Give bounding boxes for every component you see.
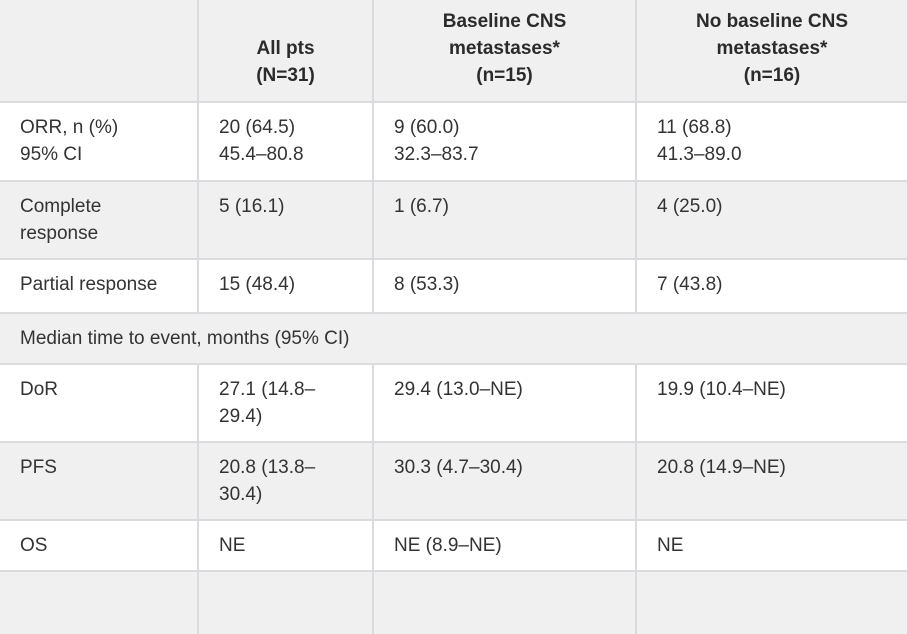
section-header-row: Median time to event, months (95% CI) — [0, 312, 907, 365]
section-header: Median time to event, months (95% CI) — [0, 312, 907, 365]
data-cell: NE — [197, 519, 374, 572]
row-label: DoR — [0, 363, 199, 443]
clipped-cell — [372, 570, 637, 634]
column-header-no-baseline-cns: No baseline CNS metastases* (n=16) — [635, 0, 907, 103]
row-label: OS — [0, 519, 199, 572]
table-row-partial-response: Partial response 15 (48.4) 8 (53.3) 7 (4… — [0, 258, 907, 314]
header-row: All pts (N=31) Baseline CNS metastases* … — [0, 0, 907, 103]
row-label: ORR, n (%) 95% CI — [0, 101, 199, 182]
data-cell: 27.1 (14.8– 29.4) — [197, 363, 374, 443]
table-row-dor: DoR 27.1 (14.8– 29.4) 29.4 (13.0–NE) 19.… — [0, 363, 907, 443]
data-cell: 8 (53.3) — [372, 258, 637, 314]
data-cell: 19.9 (10.4–NE) — [635, 363, 907, 443]
table-row-complete-response: Complete response 5 (16.1) 1 (6.7) 4 (25… — [0, 180, 907, 260]
clipped-row — [0, 570, 907, 634]
data-cell: 9 (60.0) 32.3–83.7 — [372, 101, 637, 182]
table-body: ORR, n (%) 95% CI 20 (64.5) 45.4–80.8 9 … — [0, 101, 907, 634]
column-header-empty — [0, 0, 199, 103]
data-cell: 15 (48.4) — [197, 258, 374, 314]
table-header: All pts (N=31) Baseline CNS metastases* … — [0, 0, 907, 103]
data-cell: 11 (68.8) 41.3–89.0 — [635, 101, 907, 182]
column-header-baseline-cns: Baseline CNS metastases* (n=15) — [372, 0, 637, 103]
data-cell: 7 (43.8) — [635, 258, 907, 314]
row-label: Partial response — [0, 258, 199, 314]
data-cell: 4 (25.0) — [635, 180, 907, 260]
table-row-pfs: PFS 20.8 (13.8– 30.4) 30.3 (4.7–30.4) 20… — [0, 441, 907, 521]
clipped-cell — [0, 570, 199, 634]
data-cell: 1 (6.7) — [372, 180, 637, 260]
table-row-os: OS NE NE (8.9–NE) NE — [0, 519, 907, 572]
row-label: PFS — [0, 441, 199, 521]
data-cell: 29.4 (13.0–NE) — [372, 363, 637, 443]
row-label: Complete response — [0, 180, 199, 260]
clipped-cell — [197, 570, 374, 634]
data-cell: NE — [635, 519, 907, 572]
data-cell: NE (8.9–NE) — [372, 519, 637, 572]
data-cell: 20 (64.5) 45.4–80.8 — [197, 101, 374, 182]
data-cell: 20.8 (13.8– 30.4) — [197, 441, 374, 521]
clipped-cell — [635, 570, 907, 634]
column-header-all-pts: All pts (N=31) — [197, 0, 374, 103]
table-row-orr: ORR, n (%) 95% CI 20 (64.5) 45.4–80.8 9 … — [0, 101, 907, 182]
data-cell: 5 (16.1) — [197, 180, 374, 260]
data-cell: 20.8 (14.9–NE) — [635, 441, 907, 521]
data-cell: 30.3 (4.7–30.4) — [372, 441, 637, 521]
